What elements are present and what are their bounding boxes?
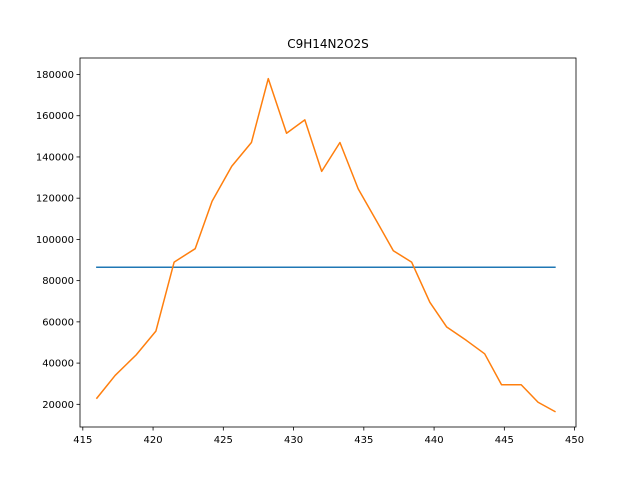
y-tick-label: 20000: [42, 400, 74, 411]
series-line-2: [95, 77, 556, 413]
chart-title: C9H14N2O2S: [287, 37, 369, 51]
y-tick-label: 100000: [36, 235, 74, 246]
series-layer: [95, 77, 556, 413]
y-tick-label: 60000: [42, 317, 74, 328]
y-tick-label: 140000: [36, 152, 74, 163]
x-tick-label: 420: [144, 435, 163, 446]
y-tick-label: 40000: [42, 359, 74, 370]
plot-frame: [79, 57, 577, 428]
y-tick-label: 160000: [36, 111, 74, 122]
x-tick-label: 415: [73, 435, 92, 446]
x-tick-label: 435: [354, 435, 373, 446]
x-axis: 415 420 425 430 435 440 445 450: [73, 427, 584, 446]
y-tick-label: 180000: [36, 70, 74, 81]
x-tick-label: 440: [425, 435, 444, 446]
x-tick-label: 450: [565, 435, 584, 446]
x-tick-label: 445: [495, 435, 514, 446]
x-tick-label: 430: [284, 435, 303, 446]
y-tick-label: 120000: [36, 194, 74, 205]
x-tick-label: 425: [214, 435, 233, 446]
y-axis: 20000 40000 60000 80000 100000 120000 140000 16…: [36, 70, 80, 411]
y-tick-label: 80000: [42, 276, 74, 287]
